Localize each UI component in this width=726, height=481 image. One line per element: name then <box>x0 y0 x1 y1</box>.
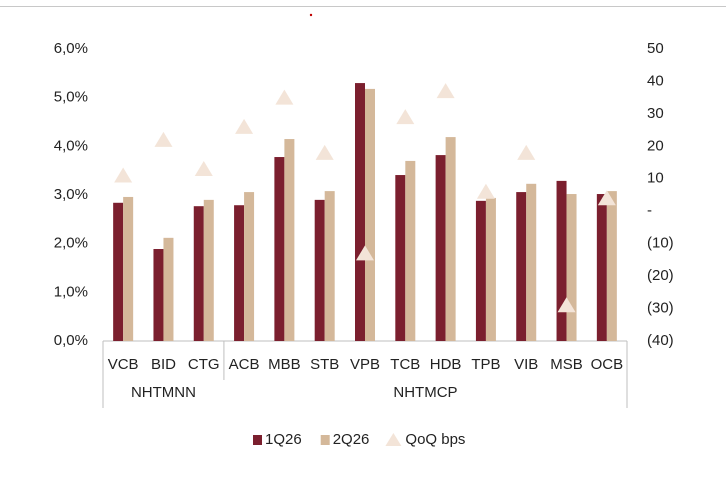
x-tick-label: BID <box>151 356 176 373</box>
y-tick-label: 0,0% <box>54 332 88 349</box>
marker <box>114 167 133 183</box>
bar <box>556 180 567 341</box>
y-tick-label: 2,0% <box>54 235 88 252</box>
bar <box>274 157 285 341</box>
legend-marker <box>320 435 330 445</box>
x-tick-label: MSB <box>550 356 583 373</box>
bar <box>365 88 375 341</box>
bar <box>314 199 325 341</box>
x-tick-label: STB <box>310 356 339 373</box>
bar <box>405 160 416 341</box>
x-tick-label: OCB <box>591 356 624 373</box>
y2-tick-label: 50 <box>647 40 664 57</box>
group-label: NHTMCP <box>393 384 457 401</box>
bar <box>475 200 486 341</box>
bar <box>234 205 245 341</box>
bar <box>435 155 446 341</box>
dot <box>309 13 313 17</box>
x-tick-label: VPB <box>350 356 380 373</box>
y-tick-label: 4,0% <box>54 137 88 154</box>
y2-tick-label: (40) <box>647 332 674 349</box>
bar <box>516 192 527 341</box>
x-tick-label: ACB <box>229 356 260 373</box>
y-tick-label: 1,0% <box>54 283 88 300</box>
legend-label: 2Q26 <box>333 431 370 448</box>
x-tick-label: MBB <box>268 356 301 373</box>
bar <box>244 192 255 341</box>
legend-label: QoQ bps <box>405 431 465 448</box>
bar <box>193 206 204 341</box>
y2-tick-label: - <box>647 202 652 219</box>
marker <box>275 89 294 105</box>
y2-tick-label: 40 <box>647 72 664 89</box>
marker <box>517 144 536 160</box>
bar <box>596 194 607 341</box>
bar <box>113 202 124 341</box>
bar <box>203 199 214 341</box>
legend-marker <box>253 435 262 445</box>
bar <box>526 183 537 341</box>
bar <box>485 197 496 341</box>
y2-tick-label: 30 <box>647 105 664 122</box>
legend-marker <box>385 433 402 446</box>
x-tick-label: HDB <box>430 356 462 373</box>
x-tick-label: TPB <box>471 356 500 373</box>
x-tick-label: TCB <box>390 356 420 373</box>
y2-tick-label: 10 <box>647 170 664 187</box>
bar <box>445 137 456 341</box>
marker <box>315 144 334 160</box>
bar <box>324 191 335 341</box>
bar <box>153 249 164 341</box>
y-tick-label: 5,0% <box>54 89 88 106</box>
group-label: NHTMNN <box>131 384 196 401</box>
bar <box>163 237 174 341</box>
bar <box>395 175 406 341</box>
x-tick-label: VIB <box>514 356 538 373</box>
marker <box>396 109 415 125</box>
y-tick-label: 6,0% <box>54 40 88 57</box>
y2-tick-label: (20) <box>647 267 674 284</box>
marker <box>597 190 616 206</box>
bar <box>606 191 617 341</box>
marker <box>476 183 495 199</box>
bar <box>355 83 365 342</box>
y2-tick-label: 20 <box>647 137 664 154</box>
bar <box>123 196 134 341</box>
marker <box>557 297 576 313</box>
y-tick-label: 3,0% <box>54 186 88 203</box>
marker <box>436 83 455 99</box>
legend-label: 1Q26 <box>265 431 302 448</box>
y2-tick-label: (30) <box>647 300 674 317</box>
x-tick-label: VCB <box>108 356 139 373</box>
marker <box>235 118 254 134</box>
marker <box>194 161 213 177</box>
marker <box>154 131 173 147</box>
x-tick-label: CTG <box>188 356 220 373</box>
y2-tick-label: (10) <box>647 235 674 252</box>
bar <box>284 139 295 341</box>
marker <box>356 245 374 261</box>
bar <box>566 194 577 341</box>
